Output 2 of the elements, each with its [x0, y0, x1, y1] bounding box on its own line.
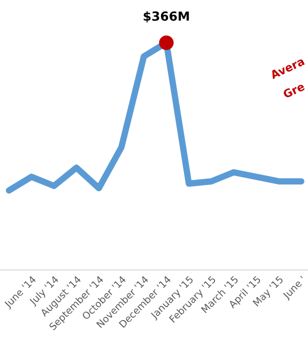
annotation: Gre — [282, 82, 306, 99]
annotation: $366M — [144, 11, 189, 23]
